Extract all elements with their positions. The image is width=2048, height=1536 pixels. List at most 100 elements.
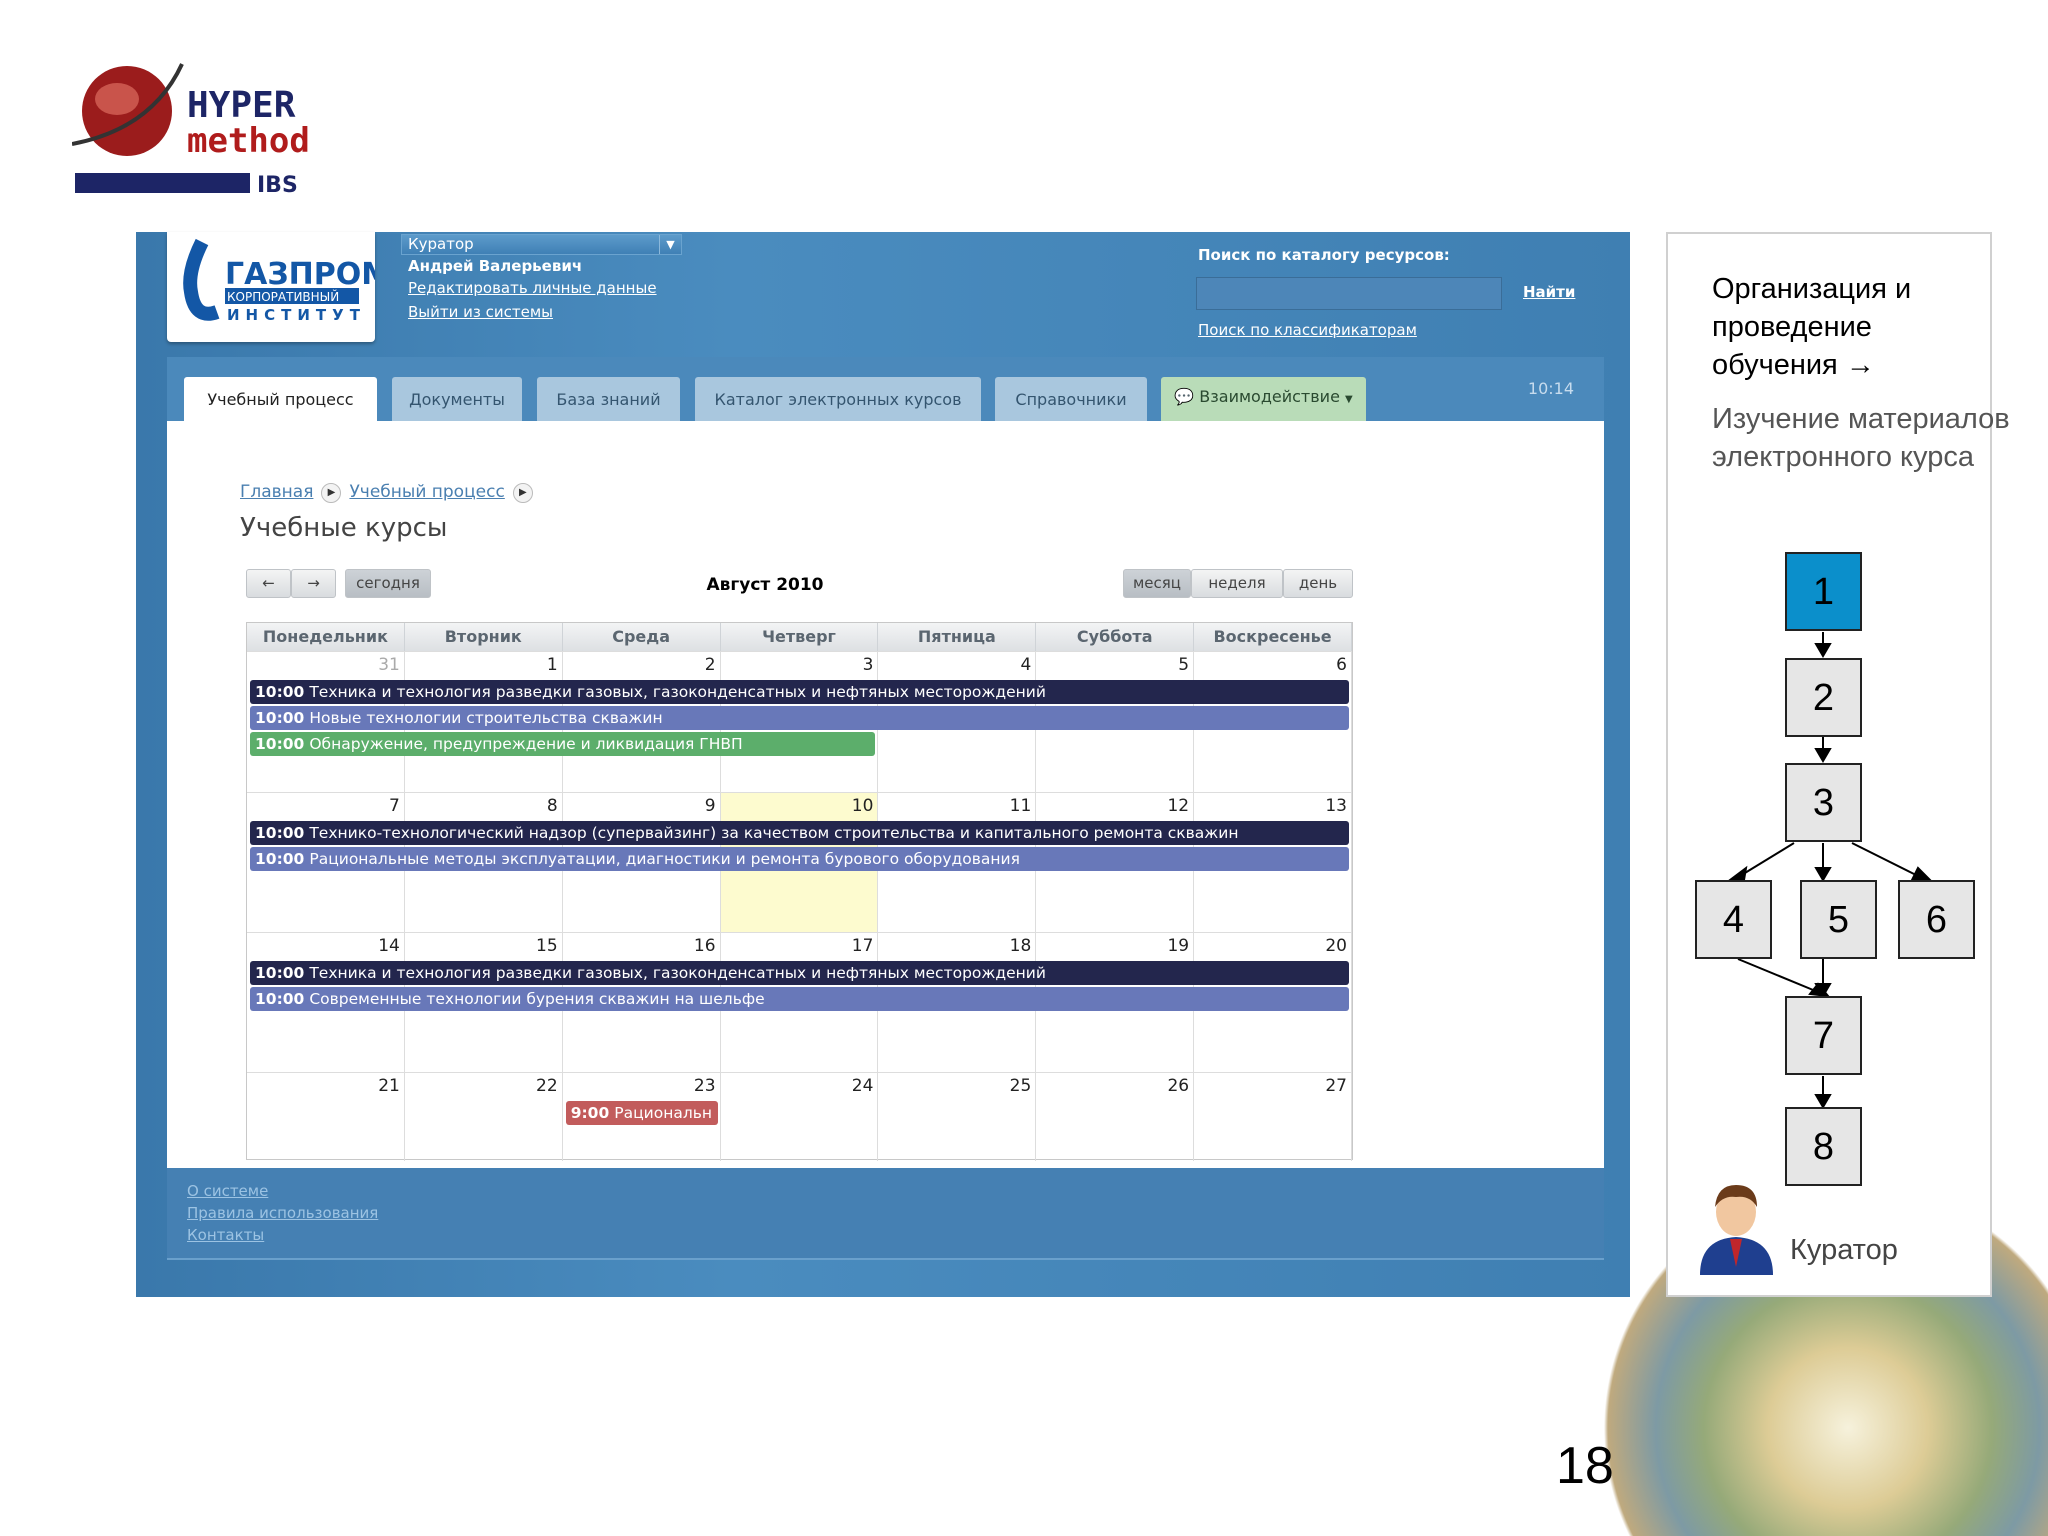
calendar-event[interactable]: 9:00 Рациональн xyxy=(565,1101,718,1125)
day-cell[interactable]: 25 xyxy=(878,1072,1037,1161)
main-nav: Учебный процесс Документы База знаний Ка… xyxy=(167,357,1604,421)
calendar-event[interactable]: 10:00 Техника и технология разведки газов… xyxy=(250,680,1349,704)
day-cell[interactable]: 20 xyxy=(1194,932,1352,1072)
weekday-header: Понедельник xyxy=(247,623,405,651)
weekday-header: Суббота xyxy=(1036,623,1195,651)
step-7: 7 xyxy=(1785,996,1862,1075)
day-cell[interactable]: 22 xyxy=(404,1072,563,1161)
tab-label: База знаний xyxy=(556,390,661,409)
tab-label: Учебный процесс xyxy=(207,390,354,409)
svg-text:method: method xyxy=(187,121,310,161)
event-time: 10:00 xyxy=(255,824,305,842)
event-time: 10:00 xyxy=(255,990,305,1008)
svg-text:HYPER: HYPER xyxy=(187,85,296,126)
flow-arrows xyxy=(1727,632,1933,1109)
day-cell[interactable]: 26 xyxy=(1036,1072,1195,1161)
step-6: 6 xyxy=(1898,880,1975,959)
tab-label: Справочники xyxy=(1015,390,1127,409)
svg-text:ИНСТИТУТ: ИНСТИТУТ xyxy=(227,306,366,324)
view-week-button[interactable]: неделя xyxy=(1191,569,1283,598)
svg-text:IBS: IBS xyxy=(257,173,298,198)
tab-references[interactable]: Справочники xyxy=(995,377,1147,421)
hypermethod-logo: HYPER method IBS xyxy=(71,59,322,199)
event-time: 10:00 xyxy=(255,850,305,868)
calendar-event[interactable]: 10:00 Новые технологии строительства сква… xyxy=(250,706,1349,730)
search-label: Поиск по каталогу ресурсов: xyxy=(1198,246,1450,264)
event-title: Рациональн xyxy=(614,1104,713,1122)
weekday-header: Пятница xyxy=(878,623,1037,651)
classifier-search-link[interactable]: Поиск по классификаторам xyxy=(1198,321,1417,339)
weekday-header: Воскресенье xyxy=(1194,623,1352,651)
breadcrumb: Главная ▶ Учебный процесс ▶ xyxy=(240,482,541,503)
event-title: Обнаружение, предупреждение и ликвидация… xyxy=(309,735,743,753)
step-1: 1 xyxy=(1785,552,1862,631)
tab-learning-process[interactable]: Учебный процесс xyxy=(184,377,377,421)
calendar-event[interactable]: 10:00 Обнаружение, предупреждение и ликви… xyxy=(250,732,876,756)
chat-bubbles-icon: 💬 xyxy=(1174,387,1195,406)
calendar-event[interactable]: 10:00 Техника и технология разведки газов… xyxy=(250,961,1349,985)
day-cell[interactable]: 27 xyxy=(1194,1072,1352,1161)
step-2: 2 xyxy=(1785,658,1862,737)
chevron-right-icon: ▶ xyxy=(512,482,533,503)
weekday-header: Четверг xyxy=(720,623,879,651)
day-cell[interactable]: 6 xyxy=(1194,651,1352,792)
role-select[interactable]: Куратор ▼ xyxy=(401,234,682,255)
day-cell[interactable]: 23 xyxy=(562,1072,721,1161)
day-cell[interactable]: 13 xyxy=(1194,792,1352,932)
edit-profile-link[interactable]: Редактировать личные данные xyxy=(408,279,657,297)
logout-link[interactable]: Выйти из системы xyxy=(408,303,553,321)
prev-month-button[interactable]: ← xyxy=(246,569,291,598)
event-time: 10:00 xyxy=(255,964,305,982)
step-4: 4 xyxy=(1695,880,1772,959)
search-input[interactable] xyxy=(1196,277,1502,310)
panel-heading: Организация и проведение обучения → xyxy=(1712,273,1912,381)
today-button[interactable]: сегодня xyxy=(345,569,431,598)
step-3: 3 xyxy=(1785,763,1862,842)
view-day-button[interactable]: день xyxy=(1283,569,1353,598)
step-8: 8 xyxy=(1785,1107,1862,1186)
calendar-event[interactable]: 10:00 Рациональные методы эксплуатации, д… xyxy=(250,847,1349,871)
tab-label: Взаимодействие xyxy=(1199,387,1340,406)
event-title: Новые технологии строительства скважин xyxy=(309,709,663,727)
breadcrumb-home[interactable]: Главная xyxy=(240,482,314,502)
footer-about-link[interactable]: О системе xyxy=(187,1182,269,1200)
tab-label: Каталог электронных курсов xyxy=(714,390,962,409)
chevron-down-icon: ▼ xyxy=(659,235,681,254)
tab-knowledge-base[interactable]: База знаний xyxy=(537,377,680,421)
chevron-down-icon: ▼ xyxy=(1345,394,1353,405)
chevron-right-icon: ▶ xyxy=(321,482,342,503)
next-month-button[interactable]: → xyxy=(291,569,336,598)
day-cell[interactable]: 21 xyxy=(247,1072,405,1161)
gazprom-logo: ГАЗПРОМ КОРПОРАТИВНЫЙ ИНСТИТУТ xyxy=(167,232,391,342)
day-cell[interactable]: 24 xyxy=(720,1072,879,1161)
process-panel: Организация и проведение обучения → Изуч… xyxy=(1666,232,2010,1297)
breadcrumb-learning-process[interactable]: Учебный процесс xyxy=(349,482,505,502)
svg-text:КОРПОРАТИВНЫЙ: КОРПОРАТИВНЫЙ xyxy=(227,289,339,304)
view-month-button[interactable]: месяц xyxy=(1123,569,1191,598)
tab-interaction[interactable]: 💬 Взаимодействие ▼ xyxy=(1161,377,1366,421)
role-value: Куратор xyxy=(408,235,474,253)
search-button[interactable]: Найти xyxy=(1523,283,1576,301)
curator-label: Куратор xyxy=(1790,1234,1898,1266)
lms-screenshot: ГАЗПРОМ КОРПОРАТИВНЫЙ ИНСТИТУТ Куратор ▼ … xyxy=(136,232,1630,1297)
calendar-title: Август 2010 xyxy=(706,575,824,595)
footer: О системе Правила использования Контакты xyxy=(167,1168,1604,1260)
content-area: Главная ▶ Учебный процесс ▶ Учебные курсы ←… xyxy=(167,421,1604,1168)
event-title: Технико-технологический надзор (супервай… xyxy=(309,824,1239,842)
page-number: 18 xyxy=(1556,1437,1614,1495)
tab-label: Документы xyxy=(409,390,505,409)
tab-course-catalog[interactable]: Каталог электронных курсов xyxy=(695,377,981,421)
calendar-event[interactable]: 10:00 Современные технологии бурения сква… xyxy=(250,987,1349,1011)
step-5: 5 xyxy=(1800,880,1877,959)
event-title: Техника и технология разведки газовых, г… xyxy=(309,683,1046,701)
page-title: Учебные курсы xyxy=(240,513,448,543)
arrow-right-icon: → xyxy=(307,574,320,592)
calendar-event[interactable]: 10:00 Технико-технологический надзор (суп… xyxy=(250,821,1349,845)
event-time: 10:00 xyxy=(255,683,305,701)
footer-terms-link[interactable]: Правила использования xyxy=(187,1204,379,1222)
event-time: 9:00 xyxy=(570,1104,610,1122)
event-title: Техника и технология разведки газовых, г… xyxy=(309,964,1046,982)
footer-contacts-link[interactable]: Контакты xyxy=(187,1226,265,1244)
tab-documents[interactable]: Документы xyxy=(392,377,522,421)
event-title: Рациональные методы эксплуатации, диагно… xyxy=(309,850,1020,868)
